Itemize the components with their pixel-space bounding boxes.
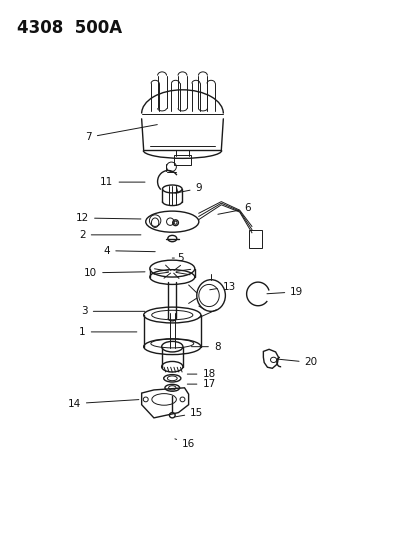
Text: 7: 7	[85, 125, 157, 142]
Text: 1: 1	[79, 327, 137, 337]
Text: 13: 13	[209, 281, 235, 292]
Text: 3: 3	[81, 306, 145, 316]
Text: 17: 17	[187, 379, 215, 389]
Text: 9: 9	[175, 183, 202, 193]
Text: 2: 2	[79, 230, 140, 240]
Text: 19: 19	[266, 287, 303, 297]
Text: 11: 11	[100, 177, 145, 187]
Text: 5: 5	[172, 253, 183, 263]
Text: 18: 18	[187, 369, 215, 379]
Text: 15: 15	[175, 408, 203, 418]
Text: 20: 20	[276, 358, 317, 367]
Text: 4308  500A: 4308 500A	[17, 19, 122, 37]
Text: 4: 4	[103, 246, 155, 256]
Text: 6: 6	[217, 204, 251, 214]
Text: 8: 8	[191, 342, 220, 352]
Text: 16: 16	[174, 439, 195, 449]
Text: 12: 12	[76, 213, 140, 223]
Text: 10: 10	[84, 268, 145, 278]
Text: 14: 14	[67, 399, 138, 409]
